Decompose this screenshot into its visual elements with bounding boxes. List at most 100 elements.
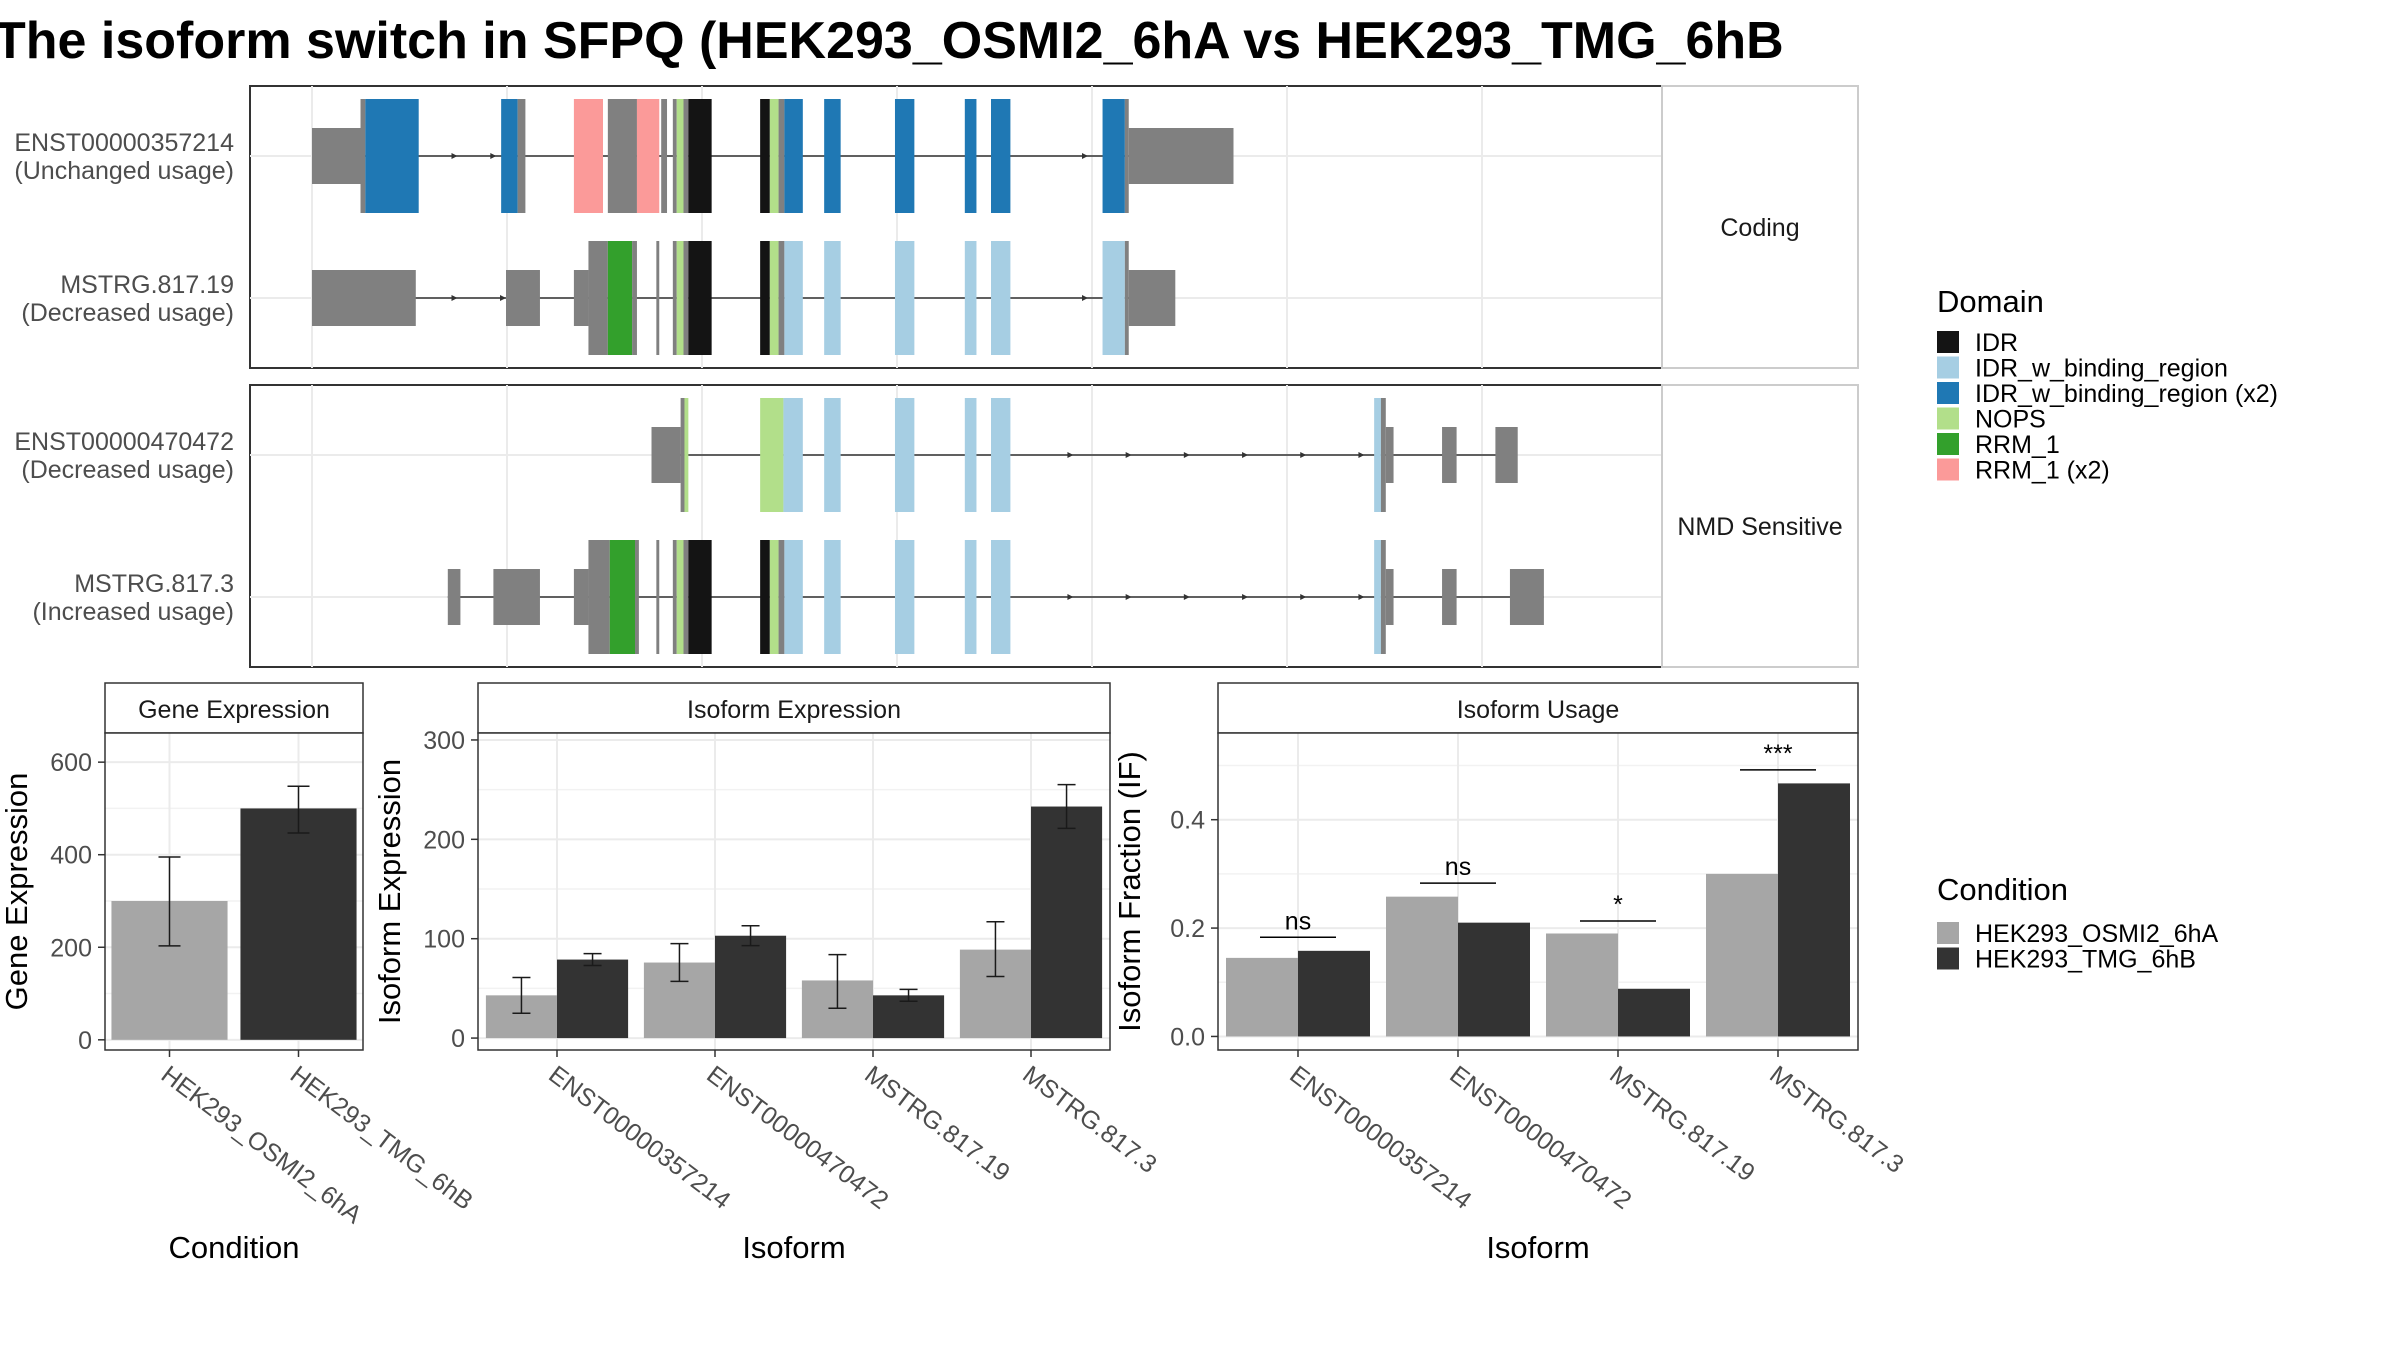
x-tick-label: MSTRG.817.3 bbox=[1017, 1060, 1161, 1179]
exon-domain bbox=[676, 241, 684, 355]
legend-label: RRM_1 (x2) bbox=[1975, 457, 2110, 485]
intron-arrow bbox=[1125, 452, 1132, 458]
exon-utr bbox=[1495, 427, 1518, 483]
figure-title: The isoform switch in SFPQ (HEK293_OSMI2… bbox=[0, 12, 1784, 70]
legend-label: NOPS bbox=[1975, 406, 2046, 434]
chart-title: Gene Expression bbox=[138, 696, 330, 724]
isoform-usage: (Unchanged usage) bbox=[14, 157, 234, 185]
bar bbox=[1298, 950, 1370, 1037]
bar bbox=[1458, 922, 1530, 1037]
exon-domain bbox=[964, 99, 977, 213]
exon-domain bbox=[964, 241, 977, 355]
legend-swatch bbox=[1937, 947, 1959, 970]
exon-domain bbox=[769, 540, 779, 654]
y-tick-label: 0.4 bbox=[1170, 807, 1205, 835]
intron-arrow bbox=[1125, 594, 1132, 600]
bar-chart-2: Isoform Usage0.00.20.4nsns****ENST000003… bbox=[1112, 682, 1909, 1265]
exon-domain bbox=[684, 398, 689, 512]
exon-utr bbox=[656, 241, 660, 355]
legend-swatch bbox=[1937, 922, 1959, 944]
x-axis-title: Isoform bbox=[742, 1230, 845, 1265]
strip-label: Coding bbox=[1720, 214, 1799, 242]
x-axis-title: Isoform bbox=[1486, 1230, 1589, 1265]
exon-utr bbox=[447, 569, 461, 625]
exon-utr bbox=[1442, 569, 1457, 625]
panel-frame bbox=[249, 384, 1663, 668]
exon-utr bbox=[656, 540, 660, 654]
y-tick-label: 400 bbox=[50, 842, 92, 870]
y-axis-title: Isoform Fraction (IF) bbox=[1112, 751, 1147, 1032]
x-axis-title: Condition bbox=[169, 1230, 300, 1265]
exon-utr bbox=[683, 241, 689, 355]
exon-domain bbox=[760, 241, 770, 355]
bar bbox=[1226, 957, 1298, 1037]
legend-swatch bbox=[1937, 331, 1959, 353]
significance-label: ns bbox=[1445, 853, 1471, 881]
legend-label: IDR_w_binding_region (x2) bbox=[1975, 380, 2278, 408]
exon-domain bbox=[501, 99, 518, 213]
legend-label: HEK293_OSMI2_6hA bbox=[1975, 920, 2219, 948]
intron-arrow bbox=[1300, 452, 1307, 458]
exon-utr bbox=[517, 99, 526, 213]
exon-domain bbox=[991, 398, 1011, 512]
exon-utr bbox=[778, 540, 785, 654]
exon-utr bbox=[1442, 427, 1457, 483]
intron-arrow bbox=[1300, 594, 1307, 600]
isoform-name: ENST00000470472 bbox=[14, 428, 234, 456]
exon-utr bbox=[1380, 540, 1386, 654]
bar bbox=[1546, 933, 1618, 1037]
exon-domain bbox=[1374, 540, 1381, 654]
chart-title: Isoform Usage bbox=[1457, 696, 1620, 724]
y-tick-label: 600 bbox=[50, 749, 92, 777]
exon-domain bbox=[609, 540, 636, 654]
x-tick-label: MSTRG.817.3 bbox=[1764, 1060, 1908, 1179]
exon-utr bbox=[1385, 427, 1394, 483]
exon-utr bbox=[1509, 569, 1544, 625]
plot-frame bbox=[104, 732, 364, 1051]
intron-arrow bbox=[1183, 452, 1190, 458]
bar bbox=[715, 935, 787, 1039]
intron-arrow bbox=[1082, 295, 1088, 301]
exon-domain bbox=[760, 99, 770, 213]
significance-label: *** bbox=[1763, 740, 1792, 768]
exon-domain bbox=[894, 398, 915, 512]
plot-frame bbox=[477, 732, 1111, 1051]
significance-label: ns bbox=[1285, 907, 1311, 935]
exon-utr bbox=[506, 270, 540, 326]
legend-swatch bbox=[1937, 458, 1959, 481]
x-tick-label: MSTRG.817.19 bbox=[859, 1060, 1015, 1187]
exon-utr bbox=[778, 241, 785, 355]
exon-utr bbox=[588, 540, 610, 654]
isoform-name: MSTRG.817.3 bbox=[74, 570, 234, 598]
isoform-track: ENST00000357214(Unchanged usage) bbox=[14, 99, 1234, 213]
exon-domain bbox=[824, 398, 841, 512]
bar bbox=[240, 808, 357, 1040]
domain-legend: Domain IDRIDR_w_binding_regionIDR_w_bindi… bbox=[1937, 284, 2278, 485]
significance-label: * bbox=[1613, 891, 1623, 919]
exon-domain bbox=[688, 99, 712, 213]
exon-utr bbox=[588, 241, 608, 355]
legend-swatch bbox=[1937, 407, 1959, 430]
chart-title: Isoform Expression bbox=[687, 696, 901, 724]
exon-domain bbox=[783, 398, 803, 512]
isoform-usage: (Decreased usage) bbox=[21, 299, 234, 327]
exon-domain bbox=[894, 540, 915, 654]
y-axis-title: Gene Expression bbox=[0, 773, 34, 1011]
exon-utr bbox=[1128, 270, 1176, 326]
intron-arrow bbox=[1067, 452, 1074, 458]
exon-domain bbox=[676, 99, 684, 213]
bar bbox=[1386, 896, 1458, 1037]
expression-bar-charts: Gene Expression0200400600HEK293_OSMI2_6h… bbox=[0, 682, 1909, 1265]
legends: Domain IDRIDR_w_binding_regionIDR_w_bindi… bbox=[1937, 284, 2278, 974]
exon-domain bbox=[760, 540, 770, 654]
intron-arrow bbox=[1242, 594, 1249, 600]
intron-arrow bbox=[451, 153, 458, 159]
y-tick-label: 200 bbox=[50, 934, 92, 962]
legend-title: Condition bbox=[1937, 872, 2068, 907]
exon-utr bbox=[573, 569, 589, 625]
isoform-track: MSTRG.817.19(Decreased usage) bbox=[21, 241, 1176, 355]
exon-utr bbox=[635, 540, 639, 654]
exon-utr bbox=[778, 99, 785, 213]
chart-strip bbox=[1217, 682, 1859, 734]
exon-utr bbox=[1385, 569, 1394, 625]
